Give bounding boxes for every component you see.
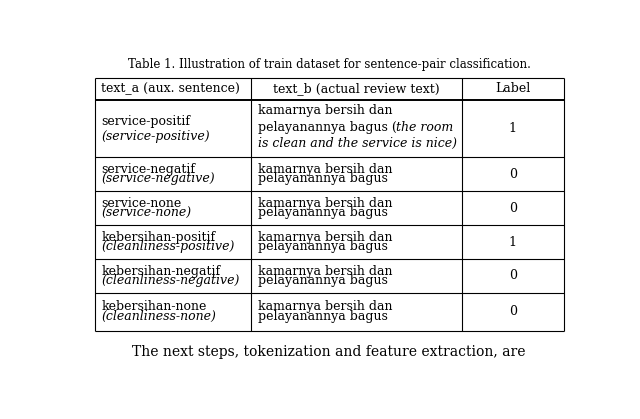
Text: kamarnya bersih dan: kamarnya bersih dan <box>257 163 392 176</box>
Text: service-positif: service-positif <box>101 115 190 128</box>
Text: 0: 0 <box>509 269 516 282</box>
Text: kamarnya bersih dan: kamarnya bersih dan <box>257 300 392 313</box>
Text: The next steps, tokenization and feature extraction, are: The next steps, tokenization and feature… <box>132 345 526 359</box>
Text: kebersihan-positif: kebersihan-positif <box>101 231 216 244</box>
Text: text_b (actual review text): text_b (actual review text) <box>273 83 440 96</box>
Text: text_a (aux. sentence): text_a (aux. sentence) <box>101 83 240 96</box>
Text: Table 1. Illustration of train dataset for sentence-pair classification.: Table 1. Illustration of train dataset f… <box>128 58 531 71</box>
Text: pelayanannya bagus: pelayanannya bagus <box>257 274 387 287</box>
Text: kebersihan-negatif: kebersihan-negatif <box>101 265 220 278</box>
Text: kamarnya bersih dan: kamarnya bersih dan <box>257 231 392 244</box>
Text: pelayanannya bagus: pelayanannya bagus <box>257 206 387 219</box>
Text: pelayanannya bagus: pelayanannya bagus <box>257 172 387 185</box>
Text: 1: 1 <box>509 235 516 248</box>
Text: (service-negative): (service-negative) <box>101 172 215 185</box>
Text: Label: Label <box>495 83 531 96</box>
Text: (cleanliness-positive): (cleanliness-positive) <box>101 240 235 253</box>
Text: (service-none): (service-none) <box>101 206 191 219</box>
Text: 1: 1 <box>509 122 516 135</box>
Text: pelayanannya bagus (: pelayanannya bagus ( <box>257 121 396 134</box>
Text: kamarnya bersih dan: kamarnya bersih dan <box>257 104 392 117</box>
Text: (service-positive): (service-positive) <box>101 130 210 143</box>
Text: (cleanliness-none): (cleanliness-none) <box>101 310 216 323</box>
Text: pelayanannya bagus: pelayanannya bagus <box>257 240 387 253</box>
Text: 0: 0 <box>509 168 516 181</box>
Text: pelayanannya bagus: pelayanannya bagus <box>257 310 387 323</box>
Text: service-negatif: service-negatif <box>101 163 195 176</box>
Text: 0: 0 <box>509 202 516 215</box>
Text: service-none: service-none <box>101 197 182 210</box>
Text: kamarnya bersih dan: kamarnya bersih dan <box>257 265 392 278</box>
Text: 0: 0 <box>509 305 516 318</box>
Text: the room: the room <box>396 121 454 134</box>
Text: kebersihan-none: kebersihan-none <box>101 300 207 313</box>
Text: (cleanliness-negative): (cleanliness-negative) <box>101 274 240 287</box>
Text: kamarnya bersih dan: kamarnya bersih dan <box>257 197 392 210</box>
Text: is clean and the service is nice): is clean and the service is nice) <box>257 137 456 150</box>
